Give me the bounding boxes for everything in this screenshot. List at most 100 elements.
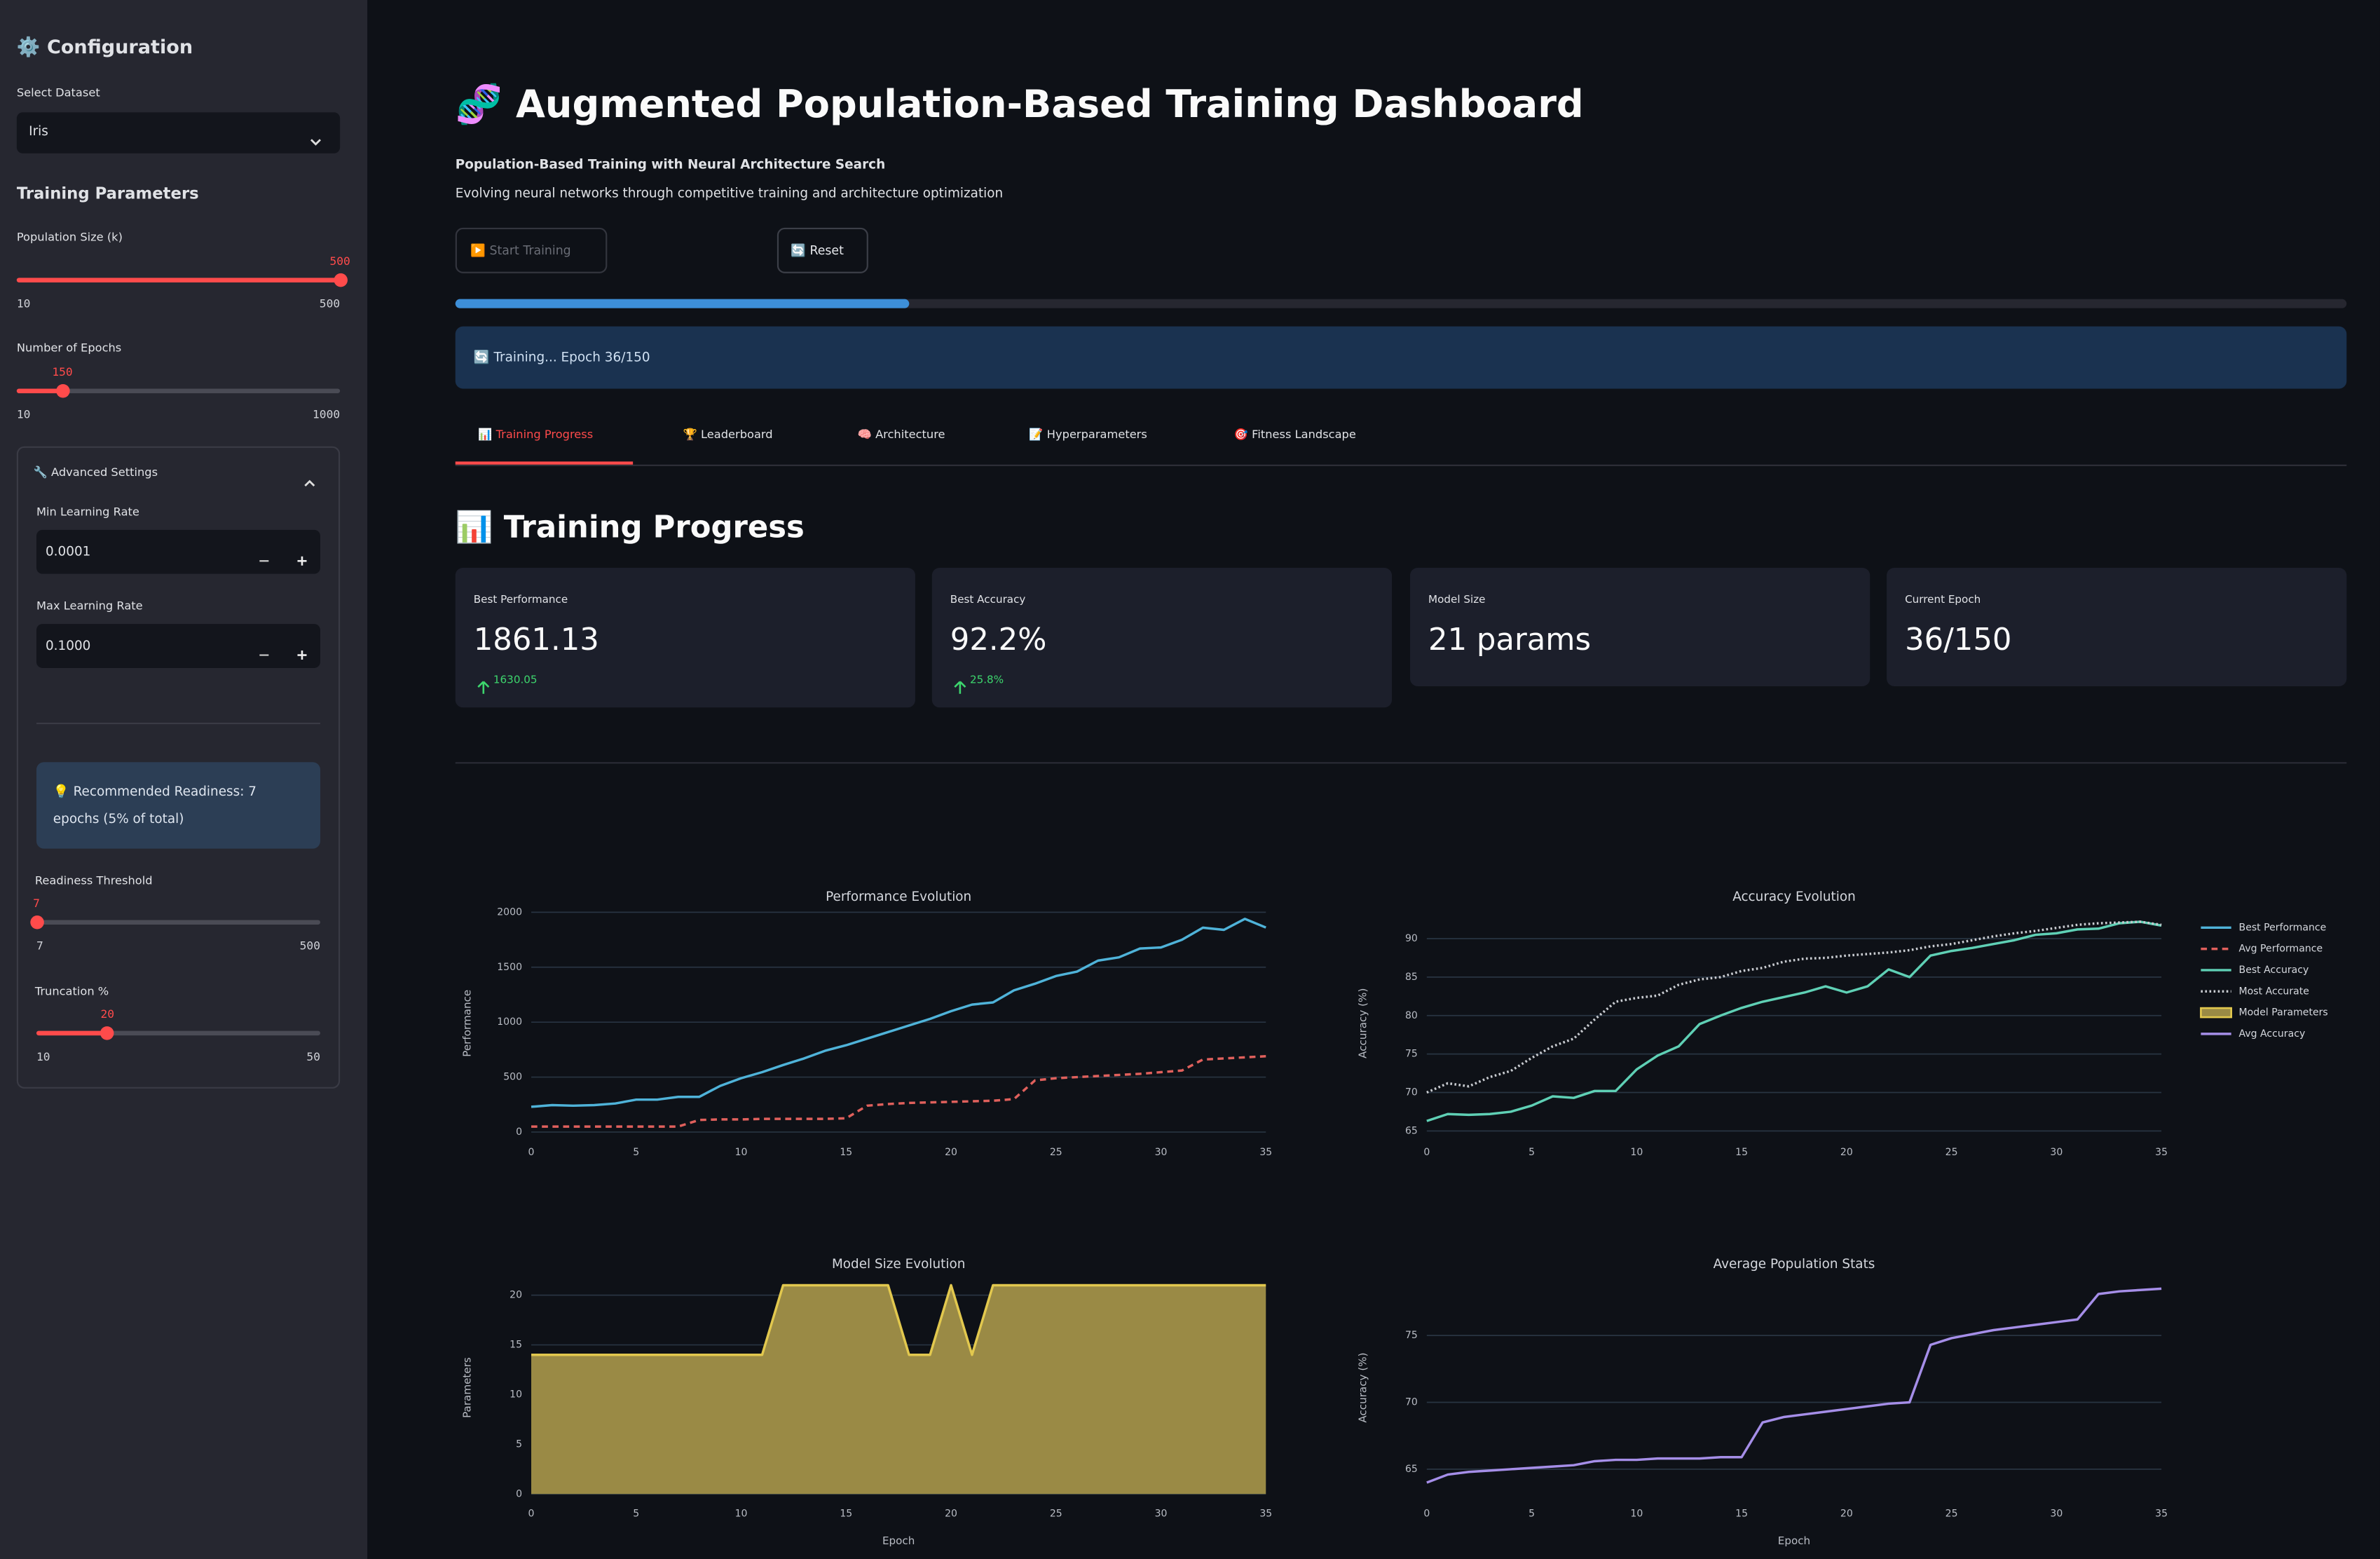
divider: [455, 762, 2347, 764]
x-tick-label: 35: [2155, 1147, 2168, 1158]
metric-value: 36/150: [1905, 620, 2012, 658]
section-heading: 📊 Training Progress: [455, 508, 805, 545]
x-tick-label: 5: [1528, 1508, 1535, 1519]
y-tick-label: 20: [509, 1290, 522, 1301]
chart-title: Accuracy Evolution: [1732, 890, 1856, 904]
increment[interactable]: [293, 639, 311, 660]
slider-thumb[interactable]: [29, 915, 43, 930]
slider-max: 1000: [313, 407, 341, 422]
tab[interactable]: 📊 Training Progress: [478, 427, 594, 442]
input-value: 0.1000: [45, 638, 91, 654]
slider-fill: [36, 1030, 108, 1036]
x-tick-label: 35: [1259, 1147, 1272, 1158]
number-input[interactable]: [36, 624, 320, 668]
chevron: [302, 466, 317, 487]
chart-title: Performance Evolution: [826, 890, 971, 904]
decrement[interactable]: [255, 545, 273, 562]
x-tick-label: 30: [1155, 1147, 1168, 1158]
y-tick-label: 75: [1405, 1049, 1418, 1060]
x-tick-label: 20: [945, 1147, 957, 1158]
y-axis-title: Accuracy (%): [1356, 988, 1369, 1058]
slider-track: [16, 388, 341, 393]
y-tick-label: 5: [516, 1438, 522, 1450]
x-tick-label: 25: [1945, 1508, 1958, 1519]
y-tick-label: 90: [1405, 933, 1418, 944]
input-value: 0.0001: [45, 544, 91, 560]
number-input[interactable]: [36, 529, 320, 574]
slider-thumb[interactable]: [55, 383, 69, 398]
tab-underline: [455, 461, 634, 465]
delta-arrow: [477, 672, 490, 694]
metric-value: 21 params: [1428, 620, 1592, 658]
legend-label: Model Parameters: [2239, 1007, 2328, 1019]
x-tick-label: 15: [840, 1508, 852, 1519]
series-line: [1426, 920, 2162, 1094]
x-tick-label: 15: [840, 1147, 852, 1158]
slider-value: 500: [329, 254, 350, 268]
x-tick-label: 30: [2050, 1508, 2063, 1519]
metric-card: [455, 568, 915, 708]
button-label[interactable]: ▶️ Start Training: [470, 243, 571, 258]
expander-header[interactable]: 🔧 Advanced Settings: [33, 465, 158, 479]
y-tick-label: 85: [1405, 972, 1418, 983]
increment[interactable]: [293, 545, 311, 566]
y-tick-label: 65: [1405, 1125, 1418, 1136]
x-tick-label: 20: [1840, 1508, 1853, 1519]
tab[interactable]: 📝 Hyperparameters: [1029, 427, 1147, 442]
x-tick-label: 30: [2050, 1147, 2063, 1158]
slider-thumb[interactable]: [100, 1026, 114, 1040]
decrement[interactable]: [255, 639, 273, 656]
metric-card: [931, 568, 1393, 708]
status-text: 🔄 Training... Epoch 36/150: [473, 350, 650, 366]
metric-card: [1410, 568, 1871, 686]
divider: [36, 722, 320, 725]
slider-track: [36, 920, 320, 925]
slider-value: 150: [52, 365, 73, 379]
y-tick-label: 2000: [497, 906, 522, 918]
metric-value: 92.2%: [950, 620, 1047, 658]
slider-fill: [16, 388, 63, 393]
x-tick-label: 0: [528, 1147, 535, 1158]
series-line: [531, 1055, 1266, 1128]
area-fill: [531, 1285, 1266, 1495]
x-tick-label: 35: [1259, 1508, 1272, 1519]
sidebar-title: ⚙️ Configuration: [16, 34, 193, 58]
slider-value: 7: [33, 896, 40, 911]
y-tick-label: 70: [1405, 1397, 1418, 1408]
tab[interactable]: 🏆 Leaderboard: [683, 427, 773, 442]
x-tick-label: 10: [1630, 1147, 1643, 1158]
chart-title: Average Population Stats: [1714, 1257, 1875, 1272]
series-line: [1426, 920, 2162, 1122]
tab[interactable]: 🧠 Architecture: [857, 427, 945, 442]
y-tick-label: 1500: [497, 962, 522, 973]
field-label: Population Size (k): [16, 230, 123, 244]
field-label: Readiness Threshold: [34, 873, 153, 887]
field-label: Number of Epochs: [16, 341, 122, 355]
x-tick-label: 30: [1155, 1508, 1168, 1519]
x-tick-label: 15: [1735, 1508, 1748, 1519]
metric-delta: 1630.05: [493, 674, 538, 686]
tab[interactable]: 🎯 Fitness Landscape: [1233, 427, 1356, 442]
y-tick-label: 0: [516, 1488, 522, 1499]
select-value: Iris: [29, 124, 48, 140]
button[interactable]: [455, 227, 608, 273]
select-dataset[interactable]: [16, 112, 341, 154]
series-line: [1426, 1287, 2162, 1484]
y-tick-label: 75: [1405, 1330, 1418, 1341]
y-tick-label: 1000: [497, 1016, 522, 1028]
legend-label: Best Accuracy: [2239, 965, 2309, 976]
metric-label: Current Epoch: [1905, 593, 1981, 606]
x-tick-label: 5: [633, 1508, 639, 1519]
metric-label: Best Accuracy: [950, 593, 1026, 606]
x-tick-label: 5: [1528, 1147, 1535, 1158]
slider-thumb[interactable]: [333, 273, 347, 287]
legend-label: Avg Performance: [2239, 944, 2323, 955]
x-tick-label: 5: [633, 1147, 639, 1158]
field-label: Truncation %: [34, 984, 109, 999]
button-label[interactable]: 🔄 Reset: [791, 243, 844, 258]
y-axis-title: Performance: [461, 990, 474, 1057]
button[interactable]: [777, 227, 868, 273]
y-tick-label: 0: [516, 1126, 522, 1138]
